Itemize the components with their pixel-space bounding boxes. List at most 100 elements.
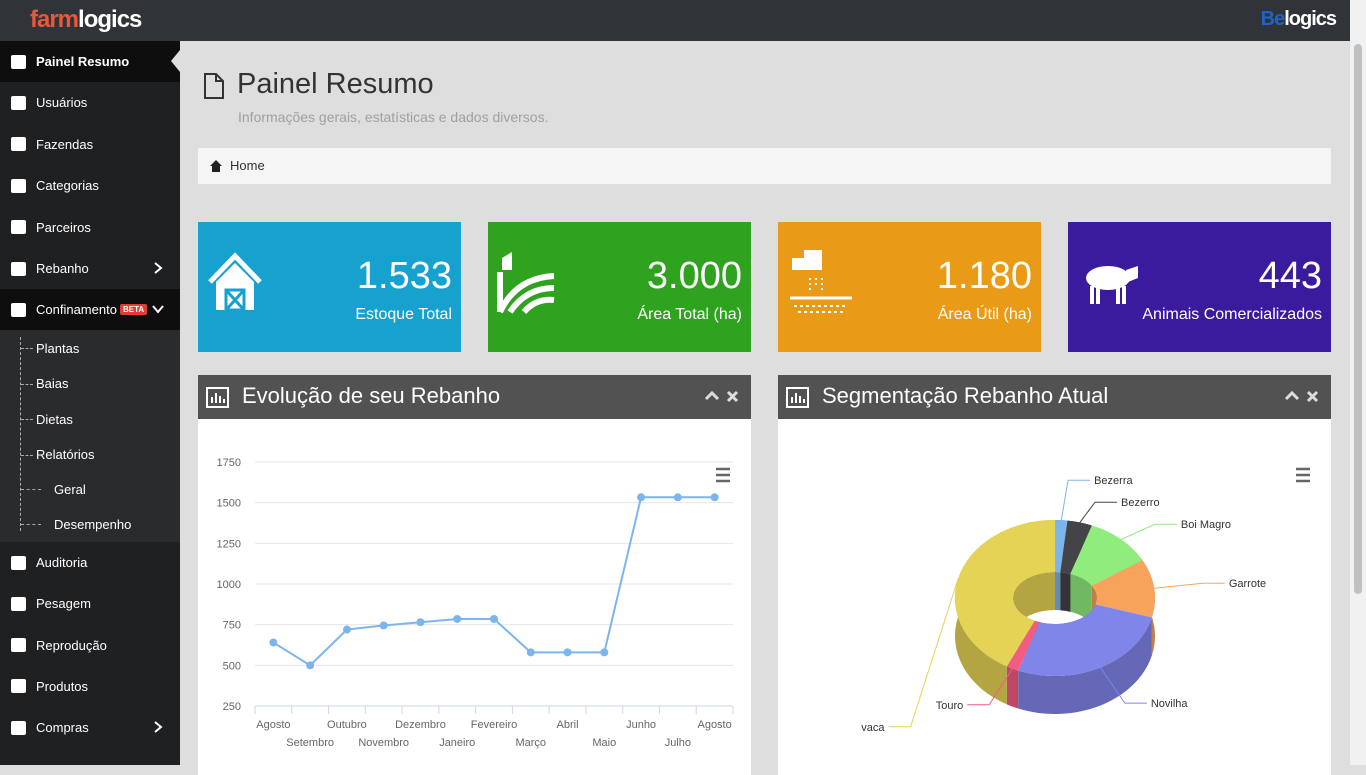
menu-label: Parceiros <box>36 219 91 235</box>
icon-shape <box>204 73 224 99</box>
stat-card[interactable]: 3.000 Área Total (ha) <box>488 222 751 352</box>
menu-item[interactable]: Geral <box>0 473 180 505</box>
menu-label: Pesagem <box>36 596 91 612</box>
connector <box>1154 582 1225 589</box>
point <box>526 648 535 657</box>
close[interactable] <box>726 390 739 403</box>
close[interactable] <box>1306 390 1319 403</box>
icon-shape <box>791 393 805 403</box>
panel-controls[interactable] <box>703 387 743 407</box>
menu-item[interactable]: Compras <box>0 707 180 748</box>
slice-label: Bezerra <box>1094 475 1133 487</box>
stat-value: 1.180 <box>936 255 1032 297</box>
menu-icon <box>11 555 26 570</box>
slice-label: Boi Magro <box>1181 519 1231 531</box>
menu-item[interactable]: Relatórios <box>0 439 180 471</box>
top-bar: farmlogics Belogics <box>0 0 1350 41</box>
slice-side <box>1006 666 1019 709</box>
menu-item[interactable]: Categorias <box>0 165 180 206</box>
chevron <box>154 262 163 274</box>
logo[interactable]: farmlogics <box>30 6 142 34</box>
menu-icon[interactable] <box>1296 467 1310 483</box>
icon-shape <box>210 160 222 172</box>
panel-icon <box>786 387 809 408</box>
slice <box>1018 604 1152 676</box>
panel-title: Evolução de seu Rebanho <box>242 383 501 408</box>
menu-label: Produtos <box>36 678 89 694</box>
stat-card[interactable]: 1.533 Estoque Total <box>198 222 461 352</box>
breadcrumb-link[interactable]: Home <box>230 158 265 173</box>
slice <box>955 520 1055 667</box>
menu-label: Baias <box>36 376 69 392</box>
icon-shape <box>786 387 809 408</box>
menu-item[interactable]: Dietas <box>0 403 180 435</box>
connector <box>967 668 1013 706</box>
connector <box>1079 501 1118 523</box>
page-subtitle: Informações gerais, estatísticas e dados… <box>238 109 549 125</box>
slice <box>1070 525 1143 586</box>
menu-item[interactable]: Reprodução <box>0 625 180 666</box>
charts: 250 500 750 1000 1250 1500 1750 Agosto Setembro O… <box>217 457 1310 749</box>
menu-item[interactable]: Pesagem <box>0 583 180 624</box>
panel: Evolução de seu Rebanho <box>198 375 751 775</box>
icon-shape <box>224 288 246 312</box>
menu-item[interactable]: Usuários <box>0 82 180 123</box>
slice-label: Bezerro <box>1121 497 1160 509</box>
x-tick-label: Maio <box>592 737 616 749</box>
stat-card[interactable]: 443 Animais Comercializados <box>1068 222 1331 352</box>
menu-item[interactable]: Parceiros <box>0 207 180 248</box>
menu-label: Categorias <box>36 178 99 194</box>
menu-item[interactable]: Baias <box>0 368 180 400</box>
chevron <box>154 721 163 733</box>
y-tick-label: 250 <box>223 701 241 713</box>
stat-card[interactable]: 1.180 Área Útil (ha) <box>778 222 1041 352</box>
x-tick-label: Março <box>515 737 546 749</box>
x-tick-label: Agosto <box>256 719 290 731</box>
panel-controls[interactable] <box>1283 387 1323 407</box>
menu-label: Reprodução <box>36 637 107 653</box>
icon-shape <box>1090 286 1126 304</box>
x-tick-label: Abril <box>557 719 579 731</box>
card-icon <box>497 252 555 315</box>
menu-item[interactable]: Desempenho <box>0 508 180 540</box>
connector <box>888 578 959 728</box>
menu-label: Auditoria <box>36 555 88 570</box>
menu-item[interactable]: Confinamento BETA <box>0 289 180 330</box>
partner-logo[interactable]: Belogics <box>1261 8 1337 31</box>
point <box>342 625 351 634</box>
slice-label: Touro <box>936 700 964 712</box>
page-icon <box>204 73 224 99</box>
connector <box>1099 667 1147 704</box>
icon-shape <box>1086 266 1130 290</box>
slice <box>1055 520 1068 573</box>
menu-item[interactable]: Plantas <box>0 332 180 364</box>
stat-value: 3.000 <box>646 255 742 297</box>
x-tick-label: Setembro <box>286 737 334 749</box>
y-tick-label: 1750 <box>217 457 241 469</box>
menu-icon[interactable] <box>716 467 730 483</box>
submenu-line <box>20 337 21 531</box>
stat-value: 1.533 <box>356 255 452 297</box>
x-tick-label: Janeiro <box>439 737 475 749</box>
menu-icon <box>11 720 26 735</box>
collapse[interactable] <box>704 390 720 401</box>
scrollbar[interactable] <box>1350 0 1366 765</box>
menu-item[interactable]: Painel Resumo <box>0 41 180 82</box>
connector <box>1120 523 1177 540</box>
collapse[interactable] <box>1284 390 1300 401</box>
menu-label: Rebanho <box>36 261 89 276</box>
menu-badge: BETA <box>119 304 148 315</box>
scroll-thumb[interactable] <box>1354 44 1362 594</box>
chart-menu[interactable] <box>1296 467 1310 483</box>
x-tick-label: Fevereiro <box>471 719 517 731</box>
chart-menu[interactable] <box>716 467 730 483</box>
menu-item[interactable]: Fazendas <box>0 124 180 165</box>
menu-item[interactable]: Rebanho <box>0 248 180 289</box>
menu-item[interactable]: Produtos <box>0 666 180 707</box>
menu-item[interactable]: Auditoria <box>0 542 180 583</box>
menu-label: Desempenho <box>54 516 132 532</box>
point <box>490 614 498 623</box>
panel-icon <box>206 387 229 408</box>
